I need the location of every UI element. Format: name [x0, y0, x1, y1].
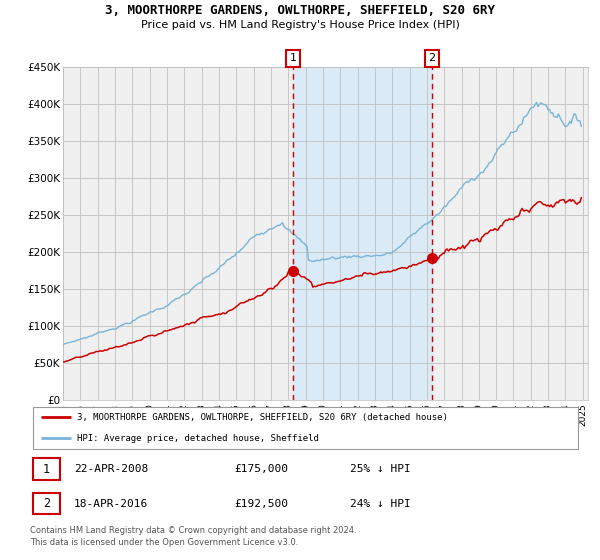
Text: 1: 1 — [43, 463, 50, 475]
Text: 1: 1 — [290, 54, 297, 63]
Bar — [293, 67, 432, 400]
FancyBboxPatch shape — [33, 493, 61, 514]
FancyBboxPatch shape — [33, 459, 61, 480]
Text: 25% ↓ HPI: 25% ↓ HPI — [350, 464, 411, 474]
Text: 3, MOORTHORPE GARDENS, OWLTHORPE, SHEFFIELD, S20 6RY (detached house): 3, MOORTHORPE GARDENS, OWLTHORPE, SHEFFI… — [77, 413, 448, 422]
Text: Price paid vs. HM Land Registry's House Price Index (HPI): Price paid vs. HM Land Registry's House … — [140, 20, 460, 30]
Text: 24% ↓ HPI: 24% ↓ HPI — [350, 498, 411, 508]
Text: 2: 2 — [43, 497, 50, 510]
Text: £175,000: £175,000 — [234, 464, 288, 474]
Text: HPI: Average price, detached house, Sheffield: HPI: Average price, detached house, Shef… — [77, 434, 319, 443]
Text: 18-APR-2016: 18-APR-2016 — [74, 498, 148, 508]
Text: 22-APR-2008: 22-APR-2008 — [74, 464, 148, 474]
Text: 3, MOORTHORPE GARDENS, OWLTHORPE, SHEFFIELD, S20 6RY: 3, MOORTHORPE GARDENS, OWLTHORPE, SHEFFI… — [105, 4, 495, 17]
Text: 2: 2 — [428, 54, 436, 63]
Text: Contains HM Land Registry data © Crown copyright and database right 2024.
This d: Contains HM Land Registry data © Crown c… — [30, 526, 356, 547]
FancyBboxPatch shape — [33, 407, 578, 449]
Text: £192,500: £192,500 — [234, 498, 288, 508]
